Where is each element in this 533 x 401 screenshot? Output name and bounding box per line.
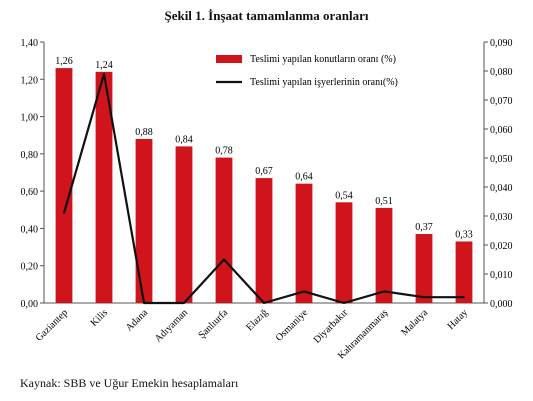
line-point [143, 302, 145, 304]
category-label: Elazığ [244, 307, 270, 333]
bar-7 [295, 183, 313, 303]
category-label: Diyarbakır [312, 307, 351, 346]
bar-4 [175, 146, 193, 303]
line-point [263, 302, 265, 304]
line-point [303, 290, 305, 293]
bar-data-label: 0,84 [175, 134, 193, 145]
bar-data-label: 1,26 [55, 56, 73, 67]
right-tick-label: 0,080 [490, 67, 513, 78]
bar-data-label: 0,78 [215, 146, 233, 157]
legend-label-bars: Teslimi yapılan konutların oranı (%) [250, 54, 396, 65]
bar-3 [135, 138, 153, 303]
category-label: Gaziantep [34, 307, 70, 343]
right-tick-label: 0,060 [490, 125, 513, 136]
line-point [183, 302, 185, 304]
left-tick-label: 1,40 [21, 38, 39, 49]
source-note: Kaynak: SBB ve Uğur Emekin hesaplamaları [20, 376, 239, 390]
bar-2 [95, 71, 113, 303]
legend-swatch-bars [216, 55, 242, 63]
right-tick-label: 0,070 [490, 96, 513, 107]
left-tick-label: 0,20 [21, 262, 39, 273]
left-tick-label: 0,60 [21, 187, 39, 198]
left-tick-label: 0,00 [21, 299, 39, 310]
legend-label-line: Teslimi yapılan işyerlerinin oranı(%) [250, 77, 398, 88]
right-tick-label: 0,050 [490, 154, 513, 165]
right-tick-label: 0,040 [490, 183, 513, 194]
category-label: Adıyaman [153, 307, 190, 344]
bar-1 [55, 68, 73, 303]
bar-data-label: 0,37 [415, 222, 433, 233]
bar-data-label: 0,51 [375, 196, 393, 207]
bar-11 [455, 241, 473, 303]
line-point [423, 296, 425, 299]
right-tick-label: 0,020 [490, 241, 513, 252]
right-tick-label: 0,030 [490, 212, 513, 223]
right-tick-label: 0,010 [490, 270, 513, 281]
line-point [103, 73, 105, 75]
bar-data-label: 0,88 [135, 127, 153, 138]
left-tick-label: 1,00 [21, 113, 39, 124]
category-label: Hatay [445, 307, 470, 332]
line-point [463, 296, 465, 299]
line-point [343, 302, 345, 304]
chart-title: Şekil 1. İnşaat tamamlanma oranları [164, 8, 369, 23]
bar-9 [375, 207, 393, 303]
bar-10 [415, 234, 433, 303]
line-point [383, 290, 385, 293]
category-label: Malatya [399, 307, 430, 338]
category-label: Osmaniye [274, 307, 311, 344]
bar-data-label: 1,24 [95, 60, 113, 71]
left-tick-label: 0,80 [21, 150, 39, 161]
category-label: Adana [124, 307, 151, 334]
bar-data-label: 0,54 [335, 190, 353, 201]
line-point [223, 258, 225, 261]
line-point [63, 212, 65, 214]
bar-data-label: 0,64 [295, 172, 313, 183]
category-label: Şanlıurfa [196, 307, 230, 341]
left-tick-label: 0,40 [21, 224, 39, 235]
right-tick-label: 0,000 [490, 299, 513, 310]
bar-data-label: 0,33 [455, 229, 473, 240]
left-tick-label: 1,20 [21, 75, 39, 86]
bar-6 [255, 178, 273, 303]
bar-8 [335, 202, 353, 303]
right-tick-label: 0,090 [490, 38, 513, 49]
category-label: Kilis [89, 307, 111, 329]
bar-data-label: 0,67 [255, 166, 273, 177]
bar-5 [215, 157, 233, 303]
